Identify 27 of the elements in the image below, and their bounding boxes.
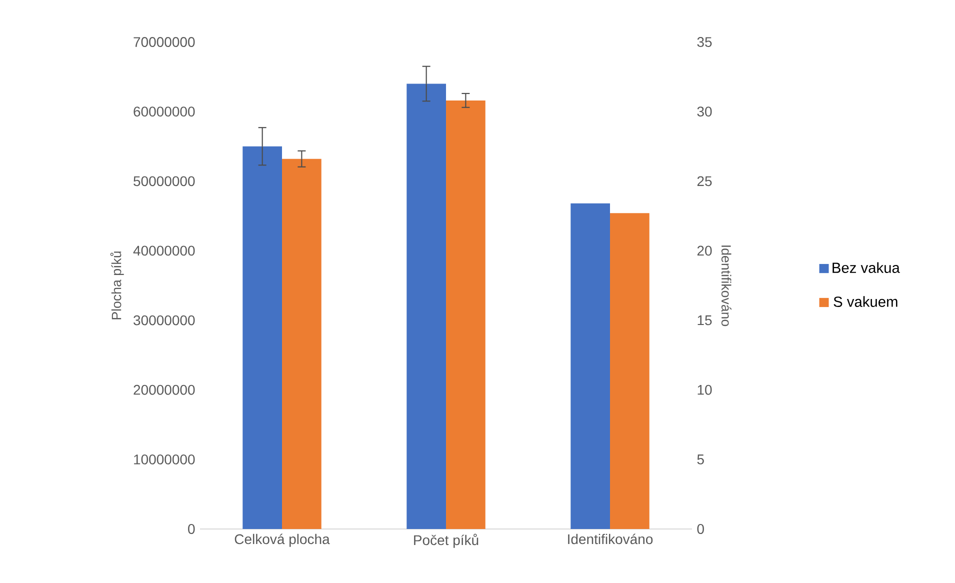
y2-tick-label: 20 — [697, 246, 712, 256]
bar — [446, 100, 486, 530]
bar — [406, 84, 446, 530]
x-tick-label: Celková plocha — [234, 534, 330, 547]
bar — [610, 213, 650, 530]
y-tick-label: 30000000 — [134, 315, 195, 326]
y-tick-label: 10000000 — [134, 454, 195, 464]
y2-tick-label: 10 — [698, 384, 712, 395]
y-tick-label: 60000000 — [134, 106, 195, 117]
y-axis-title: Plocha píků — [110, 252, 124, 320]
y-tick-label: 40000000 — [133, 246, 195, 256]
y-tick-label: 50000000 — [134, 176, 195, 186]
y2-axis-title: Identifikováno — [721, 246, 732, 326]
y2-tick-label: 15 — [698, 315, 712, 326]
legend-label: S vakuem — [834, 296, 898, 307]
legend-label: Bez vakua — [832, 262, 900, 273]
x-tick-label: Počet píků — [414, 534, 478, 548]
y-tick-label: 20000000 — [134, 384, 195, 395]
y2-tick-label: 25 — [697, 176, 712, 186]
y2-tick-label: 30 — [697, 106, 712, 117]
x-tick-label: Identifikováno — [568, 534, 653, 544]
bar — [570, 203, 610, 530]
y2-tick-label: 35 — [697, 37, 712, 47]
y2-tick-label: 0 — [697, 524, 704, 534]
y-tick-label: 0 — [188, 524, 195, 534]
y2-tick-label: 5 — [697, 454, 704, 464]
y-tick-label: 70000000 — [134, 37, 195, 47]
